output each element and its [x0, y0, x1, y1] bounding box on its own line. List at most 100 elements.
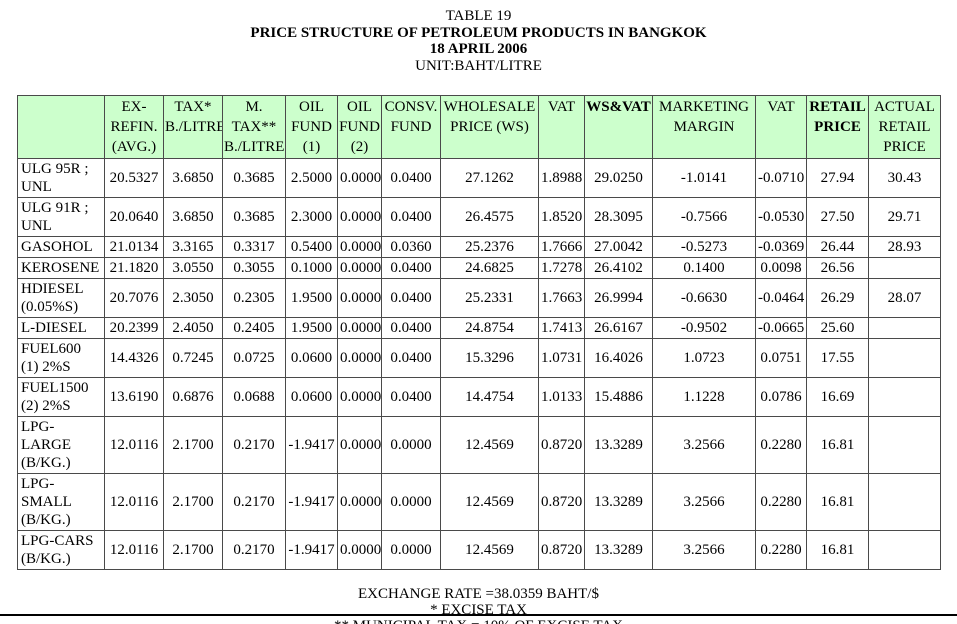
table-row: LPG-CARS (B/KG.) 12.0116 2.1700 0.2170 -…	[17, 530, 941, 570]
table-row: HDIESEL (0.05%S) 20.7076 2.3050 0.2305 1…	[17, 278, 941, 318]
data-cell: 26.4575	[440, 197, 539, 237]
data-cell: 16.4026	[584, 338, 653, 378]
data-cell: 13.3289	[584, 530, 653, 570]
column-header: WHOLESALE PRICE (WS)	[440, 95, 539, 159]
data-cell: 0.0400	[381, 197, 441, 237]
data-cell: 3.0550	[163, 257, 223, 279]
data-cell: 13.3289	[584, 416, 653, 474]
data-cell: -0.7566	[652, 197, 756, 237]
data-cell: 2.5000	[285, 158, 338, 198]
data-cell: 26.56	[806, 257, 869, 279]
data-cell: 1.7666	[538, 236, 585, 258]
data-cell: 3.6850	[163, 197, 223, 237]
data-cell: 0.0000	[381, 530, 441, 570]
data-cell: 20.0640	[104, 197, 164, 237]
data-cell: 2.3050	[163, 278, 223, 318]
table-row: KEROSENE 21.1820 3.0550 0.3055 0.1000 0.…	[17, 257, 941, 279]
data-cell: 0.2280	[755, 416, 807, 474]
data-cell: 0.3685	[222, 197, 286, 237]
data-cell: -0.6630	[652, 278, 756, 318]
data-cell: 0.1000	[285, 257, 338, 279]
data-cell: 29.0250	[584, 158, 653, 198]
data-cell: 20.2399	[104, 317, 164, 339]
data-cell: 0.2170	[222, 416, 286, 474]
data-cell: 12.4569	[440, 530, 539, 570]
column-header: MARKETING MARGIN	[652, 95, 756, 159]
data-cell: 2.1700	[163, 530, 223, 570]
data-cell: 0.0000	[381, 416, 441, 474]
data-cell: 12.0116	[104, 530, 164, 570]
table-row: L-DIESEL 20.2399 2.4050 0.2405 1.9500 0.…	[17, 317, 941, 339]
data-cell: 3.3165	[163, 236, 223, 258]
data-cell: 0.8720	[538, 530, 585, 570]
data-cell: 0.0400	[381, 257, 441, 279]
data-cell: 26.44	[806, 236, 869, 258]
column-header: VAT	[755, 95, 807, 159]
data-cell: 0.0688	[222, 377, 286, 417]
data-cell: -0.0369	[755, 236, 807, 258]
table-row: GASOHOL 21.0134 3.3165 0.3317 0.5400 0.0…	[17, 236, 941, 258]
data-cell: 16.81	[806, 416, 869, 474]
table-row: ULG 91R ; UNL 20.0640 3.6850 0.3685 2.30…	[17, 197, 941, 237]
exchange-rate-note: EXCHANGE RATE =38.0359 BAHT/$	[358, 586, 599, 602]
data-cell: 15.4886	[584, 377, 653, 417]
column-header: RETAIL PRICE	[806, 95, 869, 159]
data-cell: 1.0723	[652, 338, 756, 378]
data-cell: 0.0751	[755, 338, 807, 378]
data-cell	[868, 257, 941, 279]
data-cell: 21.0134	[104, 236, 164, 258]
data-cell: 0.0600	[285, 338, 338, 378]
data-cell: 1.9500	[285, 278, 338, 318]
data-cell: 0.0000	[337, 317, 382, 339]
row-label: LPG-CARS (B/KG.)	[17, 530, 105, 570]
data-cell: 0.0000	[381, 473, 441, 531]
row-label: L-DIESEL	[17, 317, 105, 339]
data-cell: 21.1820	[104, 257, 164, 279]
data-cell: 16.81	[806, 530, 869, 570]
data-cell: 1.1228	[652, 377, 756, 417]
data-cell: 1.0133	[538, 377, 585, 417]
row-label: ULG 91R ; UNL	[17, 197, 105, 237]
data-cell: 0.0725	[222, 338, 286, 378]
data-cell: 0.0000	[337, 530, 382, 570]
column-header: CONSV. FUND	[381, 95, 441, 159]
column-header: EX- REFIN. (AVG.)	[104, 95, 164, 159]
data-cell: 2.3000	[285, 197, 338, 237]
data-cell: 0.1400	[652, 257, 756, 279]
row-label: GASOHOL	[17, 236, 105, 258]
data-cell: 1.9500	[285, 317, 338, 339]
data-cell: 27.50	[806, 197, 869, 237]
data-cell	[868, 317, 941, 339]
data-cell: 0.0098	[755, 257, 807, 279]
column-header: WS&VAT	[584, 95, 653, 159]
data-cell: 0.8720	[538, 416, 585, 474]
data-cell: 0.0400	[381, 377, 441, 417]
data-cell: 0.0360	[381, 236, 441, 258]
data-cell: 0.0000	[337, 338, 382, 378]
data-cell: 0.0000	[337, 278, 382, 318]
data-cell: 0.0000	[337, 236, 382, 258]
table-row: FUEL600 (1) 2%S 14.4326 0.7245 0.0725 0.…	[17, 338, 941, 378]
data-cell: 12.4569	[440, 473, 539, 531]
data-cell: 0.2405	[222, 317, 286, 339]
data-cell: 26.29	[806, 278, 869, 318]
data-cell: 13.6190	[104, 377, 164, 417]
data-cell: 16.81	[806, 473, 869, 531]
column-header: VAT	[538, 95, 585, 159]
data-cell	[868, 530, 941, 570]
data-cell: 0.2280	[755, 473, 807, 531]
data-cell: 0.2280	[755, 530, 807, 570]
data-cell: -1.9417	[285, 530, 338, 570]
data-cell	[868, 416, 941, 474]
column-header: OIL FUND (1)	[285, 95, 338, 159]
row-label: LPG- LARGE (B/KG.)	[17, 416, 105, 474]
data-cell: 0.3317	[222, 236, 286, 258]
data-cell: 28.3095	[584, 197, 653, 237]
data-cell: 3.2566	[652, 473, 756, 531]
data-cell	[868, 473, 941, 531]
data-cell: 1.0731	[538, 338, 585, 378]
data-cell: 0.6876	[163, 377, 223, 417]
data-cell: 0.2170	[222, 473, 286, 531]
data-cell: 24.6825	[440, 257, 539, 279]
